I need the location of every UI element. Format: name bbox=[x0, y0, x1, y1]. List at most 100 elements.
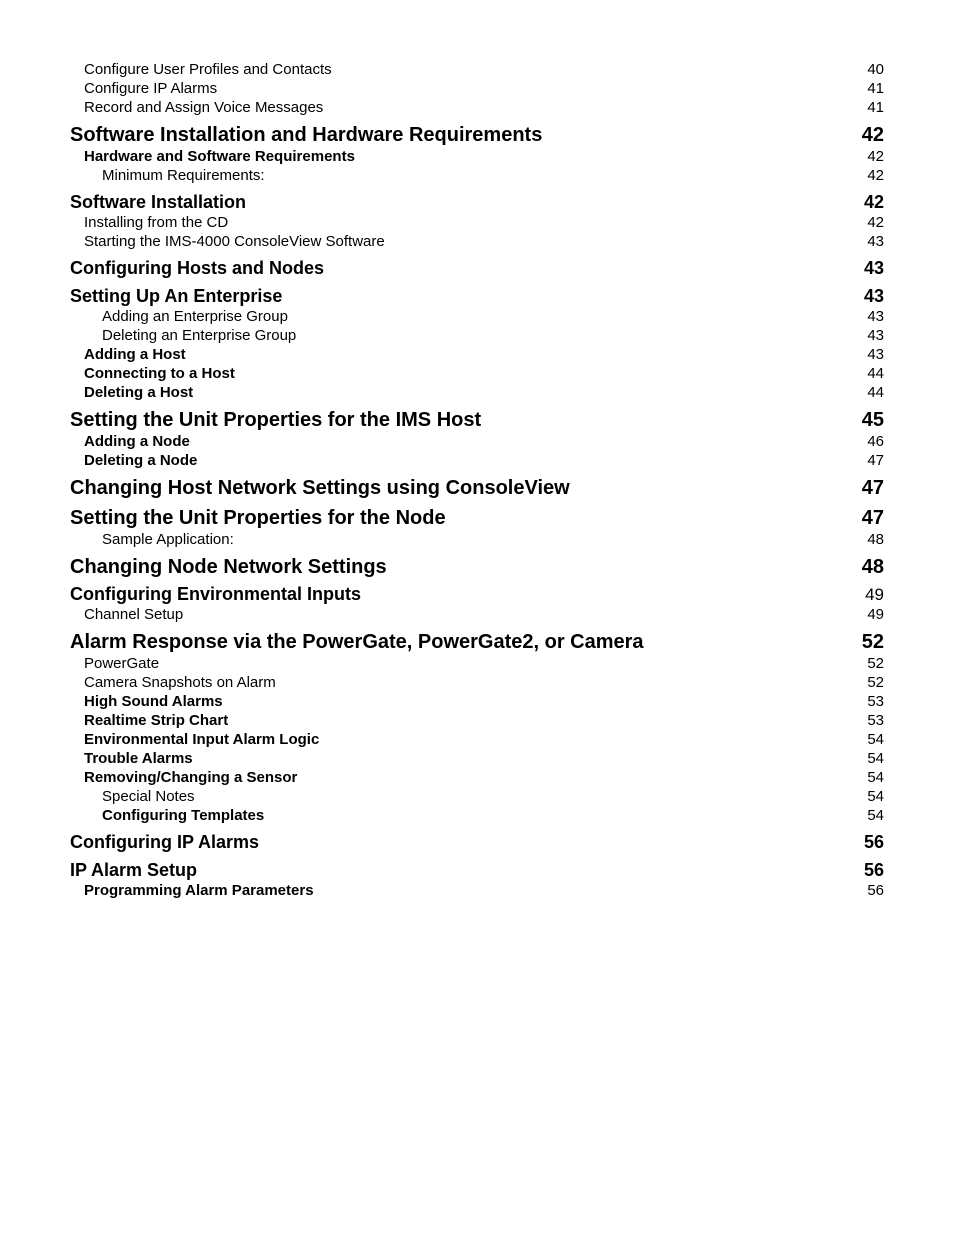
toc-entry[interactable]: Adding a Host 43 bbox=[84, 347, 884, 362]
toc-entry-label: Connecting to a Host bbox=[84, 366, 235, 381]
toc-entry-label: Starting the IMS-4000 ConsoleView Softwa… bbox=[84, 234, 385, 249]
toc-entry-page: 52 bbox=[856, 656, 884, 671]
toc-entry[interactable]: Trouble Alarms54 bbox=[84, 751, 884, 766]
toc-entry-page: 45 bbox=[856, 410, 884, 430]
toc-entry-label: Changing Host Network Settings using Con… bbox=[70, 478, 570, 498]
toc-entry[interactable]: Configure User Profiles and Contacts 40 bbox=[84, 62, 884, 77]
toc-entry-page: 47 bbox=[856, 508, 884, 528]
toc-entry[interactable]: Deleting a Host 44 bbox=[84, 385, 884, 400]
toc-entry-page: 47 bbox=[856, 453, 884, 468]
toc-entry-page: 56 bbox=[856, 861, 884, 879]
toc-entry-page: 42 bbox=[856, 193, 884, 211]
toc-entry-page: 54 bbox=[856, 808, 884, 823]
toc-entry-page: 56 bbox=[856, 833, 884, 851]
toc-entry-label: Deleting an Enterprise Group bbox=[102, 328, 296, 343]
toc-entry-label: PowerGate bbox=[84, 656, 159, 671]
toc-entry[interactable]: Configuring Environmental Inputs 49 bbox=[70, 585, 884, 603]
toc-entry-label: High Sound Alarms bbox=[84, 694, 223, 709]
toc-entry[interactable]: Programming Alarm Parameters 56 bbox=[84, 883, 884, 898]
toc-entry-page: 41 bbox=[856, 81, 884, 96]
toc-entry-page: 48 bbox=[856, 557, 884, 577]
toc-entry-label: Alarm Response via the PowerGate, PowerG… bbox=[70, 632, 644, 652]
toc-entry[interactable]: Connecting to a Host 44 bbox=[84, 366, 884, 381]
toc-entry[interactable]: PowerGate 52 bbox=[84, 656, 884, 671]
toc-entry-page: 49 bbox=[856, 586, 884, 603]
toc-entry[interactable]: Realtime Strip Chart53 bbox=[84, 713, 884, 728]
toc-entry[interactable]: Camera Snapshots on Alarm 52 bbox=[84, 675, 884, 690]
toc-entry[interactable]: IP Alarm Setup56 bbox=[70, 861, 884, 879]
toc-entry-label: Configuring Environmental Inputs bbox=[70, 585, 361, 603]
toc-entry-label: Deleting a Host bbox=[84, 385, 193, 400]
toc-entry[interactable]: Changing Node Network Settings 48 bbox=[70, 557, 884, 577]
toc-entry-label: Minimum Requirements: bbox=[102, 168, 265, 183]
toc-entry-page: 42 bbox=[856, 215, 884, 230]
toc-entry[interactable]: Adding a Node46 bbox=[84, 434, 884, 449]
toc-entry[interactable]: Hardware and Software Requirements42 bbox=[84, 149, 884, 164]
toc-entry-label: Configure IP Alarms bbox=[84, 81, 217, 96]
toc-entry-page: 56 bbox=[856, 883, 884, 898]
toc-entry-page: 43 bbox=[856, 259, 884, 277]
toc-entry[interactable]: Channel Setup49 bbox=[84, 607, 884, 622]
toc-entry-page: 54 bbox=[856, 789, 884, 804]
toc-entry-label: Camera Snapshots on Alarm bbox=[84, 675, 276, 690]
toc-entry-label: Configuring Hosts and Nodes bbox=[70, 259, 324, 277]
toc-entry-label: Setting the Unit Properties for the IMS … bbox=[70, 410, 481, 430]
toc-entry[interactable]: Sample Application:48 bbox=[102, 532, 884, 547]
toc-entry[interactable]: Alarm Response via the PowerGate, PowerG… bbox=[70, 632, 884, 652]
toc-entry-label: Removing/Changing a Sensor bbox=[84, 770, 297, 785]
toc-entry-page: 54 bbox=[856, 770, 884, 785]
toc-entry[interactable]: Configuring Templates54 bbox=[102, 808, 884, 823]
toc-entry-label: Record and Assign Voice Messages bbox=[84, 100, 323, 115]
toc-entry[interactable]: Record and Assign Voice Messages 41 bbox=[84, 100, 884, 115]
toc-entry[interactable]: Configuring Hosts and Nodes 43 bbox=[70, 259, 884, 277]
toc-entry[interactable]: Special Notes 54 bbox=[102, 789, 884, 804]
toc-entry-label: Configure User Profiles and Contacts bbox=[84, 62, 332, 77]
toc-entry[interactable]: Adding an Enterprise Group 43 bbox=[102, 309, 884, 324]
toc-entry[interactable]: Installing from the CD42 bbox=[84, 215, 884, 230]
toc-entry-label: Hardware and Software Requirements bbox=[84, 149, 355, 164]
toc-entry-page: 53 bbox=[856, 694, 884, 709]
toc-entry-label: Setting Up An Enterprise bbox=[70, 287, 282, 305]
toc-entry[interactable]: Setting the Unit Properties for the IMS … bbox=[70, 410, 884, 430]
toc-entry[interactable]: Setting the Unit Properties for the Node… bbox=[70, 508, 884, 528]
toc-entry[interactable]: Environmental Input Alarm Logic54 bbox=[84, 732, 884, 747]
toc-entry[interactable]: Setting Up An Enterprise43 bbox=[70, 287, 884, 305]
toc-entry-page: 42 bbox=[856, 125, 884, 145]
toc-entry[interactable]: Deleting an Enterprise Group 43 bbox=[102, 328, 884, 343]
toc-entry-label: Setting the Unit Properties for the Node bbox=[70, 508, 446, 528]
toc-entry-page: 41 bbox=[856, 100, 884, 115]
toc-entry-label: Special Notes bbox=[102, 789, 195, 804]
toc-entry-page: 52 bbox=[856, 632, 884, 652]
table-of-contents: Configure User Profiles and Contacts40Co… bbox=[70, 62, 884, 898]
toc-entry-page: 44 bbox=[856, 385, 884, 400]
toc-entry[interactable]: Removing/Changing a Sensor 54 bbox=[84, 770, 884, 785]
toc-entry[interactable]: Minimum Requirements:42 bbox=[102, 168, 884, 183]
toc-entry-page: 40 bbox=[856, 62, 884, 77]
toc-entry[interactable]: Software Installation42 bbox=[70, 193, 884, 211]
toc-entry-page: 47 bbox=[856, 478, 884, 498]
toc-entry-label: Realtime Strip Chart bbox=[84, 713, 228, 728]
toc-entry-label: Adding a Host bbox=[84, 347, 186, 362]
toc-entry[interactable]: Software Installation and Hardware Requi… bbox=[70, 125, 884, 145]
toc-entry-label: Changing Node Network Settings bbox=[70, 557, 387, 577]
toc-entry-page: 44 bbox=[856, 366, 884, 381]
toc-entry-label: Programming Alarm Parameters bbox=[84, 883, 314, 898]
toc-entry-page: 54 bbox=[856, 751, 884, 766]
toc-entry-page: 43 bbox=[856, 309, 884, 324]
toc-entry-label: Adding an Enterprise Group bbox=[102, 309, 288, 324]
toc-entry[interactable]: Configuring IP Alarms 56 bbox=[70, 833, 884, 851]
toc-entry-label: Environmental Input Alarm Logic bbox=[84, 732, 319, 747]
toc-entry[interactable]: Configure IP Alarms 41 bbox=[84, 81, 884, 96]
toc-entry-page: 52 bbox=[856, 675, 884, 690]
toc-entry-label: Sample Application: bbox=[102, 532, 234, 547]
toc-entry[interactable]: Deleting a Node 47 bbox=[84, 453, 884, 468]
toc-entry-page: 43 bbox=[856, 347, 884, 362]
toc-entry[interactable]: Starting the IMS-4000 ConsoleView Softwa… bbox=[84, 234, 884, 249]
toc-entry-label: Deleting a Node bbox=[84, 453, 197, 468]
toc-entry-page: 46 bbox=[856, 434, 884, 449]
toc-entry-page: 43 bbox=[856, 328, 884, 343]
toc-entry-label: Configuring IP Alarms bbox=[70, 833, 259, 851]
toc-entry[interactable]: Changing Host Network Settings using Con… bbox=[70, 478, 884, 498]
toc-entry-label: Channel Setup bbox=[84, 607, 183, 622]
toc-entry[interactable]: High Sound Alarms 53 bbox=[84, 694, 884, 709]
